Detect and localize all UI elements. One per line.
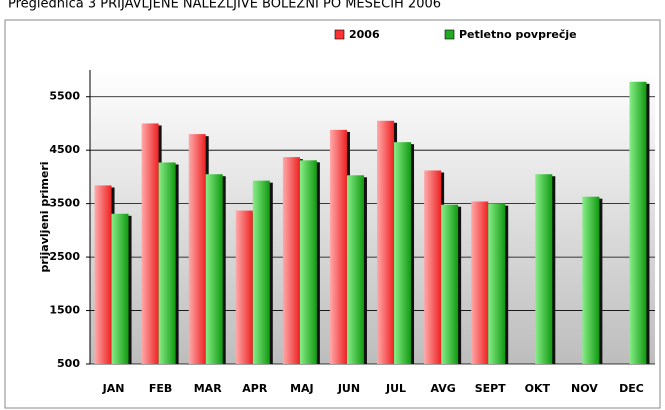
- bar: [282, 157, 300, 364]
- bar: [252, 180, 270, 364]
- x-tick-label: OKT: [525, 382, 551, 395]
- plot-area: [90, 70, 655, 364]
- bar: [111, 213, 129, 364]
- x-tick-label: NOV: [571, 382, 598, 395]
- bar: [299, 160, 317, 364]
- bar: [329, 129, 347, 364]
- bar: [441, 204, 459, 364]
- legend-swatch: [334, 29, 345, 40]
- bar: [205, 174, 223, 364]
- bar: [471, 201, 489, 364]
- y-axis-label: prijavljeni primeri: [38, 161, 51, 272]
- x-tick-label: FEB: [149, 382, 172, 395]
- x-tick-label: JUL: [385, 382, 406, 395]
- bar: [488, 203, 506, 364]
- bar: [424, 170, 442, 364]
- y-tick-label: 5500: [49, 90, 80, 103]
- legend-swatch: [444, 29, 455, 40]
- x-tick-label: SEPT: [475, 382, 506, 395]
- bar: [394, 142, 412, 364]
- legend-label: 2006: [349, 28, 380, 41]
- bar: [535, 174, 553, 364]
- y-tick-label: 2500: [49, 250, 80, 263]
- bar: [188, 134, 206, 364]
- x-tick-label: MAJ: [290, 382, 314, 395]
- x-tick-label: AVG: [430, 382, 455, 395]
- bar: [141, 123, 159, 364]
- x-tick-label: APR: [242, 382, 268, 395]
- legend-label: Petletno povprečje: [459, 28, 577, 41]
- y-tick-label: 1500: [49, 304, 80, 317]
- bar: [377, 120, 395, 364]
- bar: [94, 185, 112, 364]
- y-tick-label: 4500: [49, 143, 80, 156]
- bar: [346, 175, 364, 364]
- bar: [235, 210, 253, 364]
- y-tick-label: 3500: [49, 197, 80, 210]
- x-tick-label: DEC: [619, 382, 644, 395]
- bar: [158, 162, 176, 364]
- x-tick-label: JUN: [337, 382, 360, 395]
- bar: [629, 81, 647, 364]
- x-tick-label: JAN: [102, 382, 125, 395]
- x-tick-label: MAR: [194, 382, 222, 395]
- y-tick-label: 500: [57, 357, 80, 370]
- chart-title: Preglednica 3 PRIJAVLJENE NALEZLJIVE BOL…: [8, 0, 441, 12]
- bar: [582, 196, 600, 364]
